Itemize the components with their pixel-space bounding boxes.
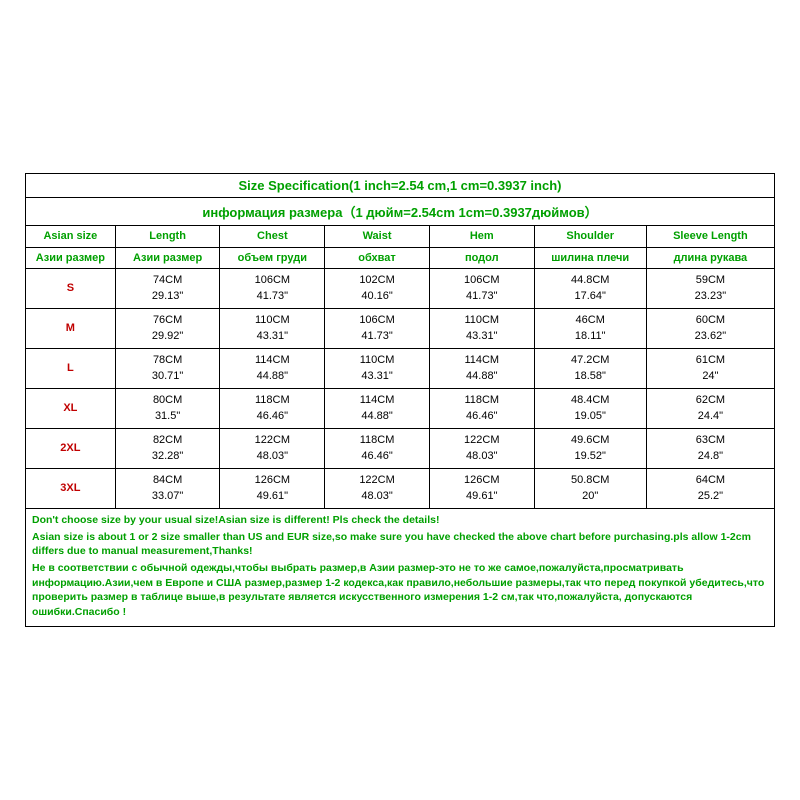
title-en: Size Specification(1 inch=2.54 cm,1 cm=0…	[26, 174, 774, 198]
col-header: длина рукава	[647, 248, 774, 268]
col-header: Length	[116, 226, 221, 246]
col-header: обхват	[325, 248, 430, 268]
measurement-cell: 47.2CM18.58"	[535, 349, 647, 388]
measurement-cell: 84CM33.07"	[116, 469, 221, 508]
col-header: Asian size	[26, 226, 116, 246]
note-line: Не в соответствии с обычной одежды,чтобы…	[32, 561, 768, 620]
measurement-cell: 78CM30.71"	[116, 349, 221, 388]
col-header: Shoulder	[535, 226, 647, 246]
measurement-cell: 110CM43.31"	[430, 309, 535, 348]
measurement-cell: 102CM40.16"	[325, 269, 430, 308]
measurement-cell: 106CM41.73"	[430, 269, 535, 308]
measurement-cell: 44.8CM17.64"	[535, 269, 647, 308]
title-ru: информация размера（1 дюйм=2.54cm 1cm=0.3…	[26, 198, 774, 226]
size-label: S	[26, 269, 116, 308]
measurement-cell: 60CM23.62"	[647, 309, 774, 348]
measurement-cell: 82CM32.28"	[116, 429, 221, 468]
header-row-en: Asian size Length Chest Waist Hem Should…	[26, 226, 774, 247]
table-row: S74CM29.13"106CM41.73"102CM40.16"106CM41…	[26, 269, 774, 309]
measurement-cell: 110CM43.31"	[220, 309, 325, 348]
measurement-cell: 118CM46.46"	[325, 429, 430, 468]
measurement-cell: 118CM46.46"	[430, 389, 535, 428]
measurement-cell: 59CM23.23"	[647, 269, 774, 308]
measurement-cell: 50.8CM20"	[535, 469, 647, 508]
table-row: L78CM30.71"114CM44.88"110CM43.31"114CM44…	[26, 349, 774, 389]
measurement-cell: 110CM43.31"	[325, 349, 430, 388]
measurement-cell: 76CM29.92"	[116, 309, 221, 348]
size-chart: Size Specification(1 inch=2.54 cm,1 cm=0…	[25, 173, 775, 626]
notes: Don't choose size by your usual size!Asi…	[26, 509, 774, 626]
measurement-cell: 106CM41.73"	[325, 309, 430, 348]
size-label: M	[26, 309, 116, 348]
measurement-cell: 80CM31.5"	[116, 389, 221, 428]
col-header: шилина плечи	[535, 248, 647, 268]
measurement-cell: 63CM24.8"	[647, 429, 774, 468]
col-header: Азии размер	[26, 248, 116, 268]
size-label: XL	[26, 389, 116, 428]
measurement-cell: 126CM49.61"	[430, 469, 535, 508]
measurement-cell: 114CM44.88"	[430, 349, 535, 388]
col-header: Hem	[430, 226, 535, 246]
col-header: подол	[430, 248, 535, 268]
table-row: 2XL82CM32.28"122CM48.03"118CM46.46"122CM…	[26, 429, 774, 469]
table-row: 3XL84CM33.07"126CM49.61"122CM48.03"126CM…	[26, 469, 774, 509]
measurement-cell: 64CM25.2"	[647, 469, 774, 508]
measurement-cell: 46CM18.11"	[535, 309, 647, 348]
measurement-cell: 74CM29.13"	[116, 269, 221, 308]
measurement-cell: 114CM44.88"	[325, 389, 430, 428]
measurement-cell: 106CM41.73"	[220, 269, 325, 308]
measurement-cell: 126CM49.61"	[220, 469, 325, 508]
size-label: 2XL	[26, 429, 116, 468]
measurement-cell: 114CM44.88"	[220, 349, 325, 388]
size-label: L	[26, 349, 116, 388]
measurement-cell: 48.4CM19.05"	[535, 389, 647, 428]
col-header: Waist	[325, 226, 430, 246]
col-header: Азии размер	[116, 248, 221, 268]
measurement-cell: 122CM48.03"	[220, 429, 325, 468]
note-line: Don't choose size by your usual size!Asi…	[32, 513, 768, 528]
col-header: объем груди	[220, 248, 325, 268]
measurement-cell: 122CM48.03"	[430, 429, 535, 468]
col-header: Chest	[220, 226, 325, 246]
measurement-cell: 62CM24.4"	[647, 389, 774, 428]
note-line: Asian size is about 1 or 2 size smaller …	[32, 530, 768, 559]
measurement-cell: 61CM24"	[647, 349, 774, 388]
header-row-ru: Азии размер Азии размер объем груди обхв…	[26, 248, 774, 269]
measurement-cell: 118CM46.46"	[220, 389, 325, 428]
size-label: 3XL	[26, 469, 116, 508]
measurement-cell: 49.6CM19.52"	[535, 429, 647, 468]
table-row: XL80CM31.5"118CM46.46"114CM44.88"118CM46…	[26, 389, 774, 429]
measurement-cell: 122CM48.03"	[325, 469, 430, 508]
table-row: M76CM29.92"110CM43.31"106CM41.73"110CM43…	[26, 309, 774, 349]
col-header: Sleeve Length	[647, 226, 774, 246]
